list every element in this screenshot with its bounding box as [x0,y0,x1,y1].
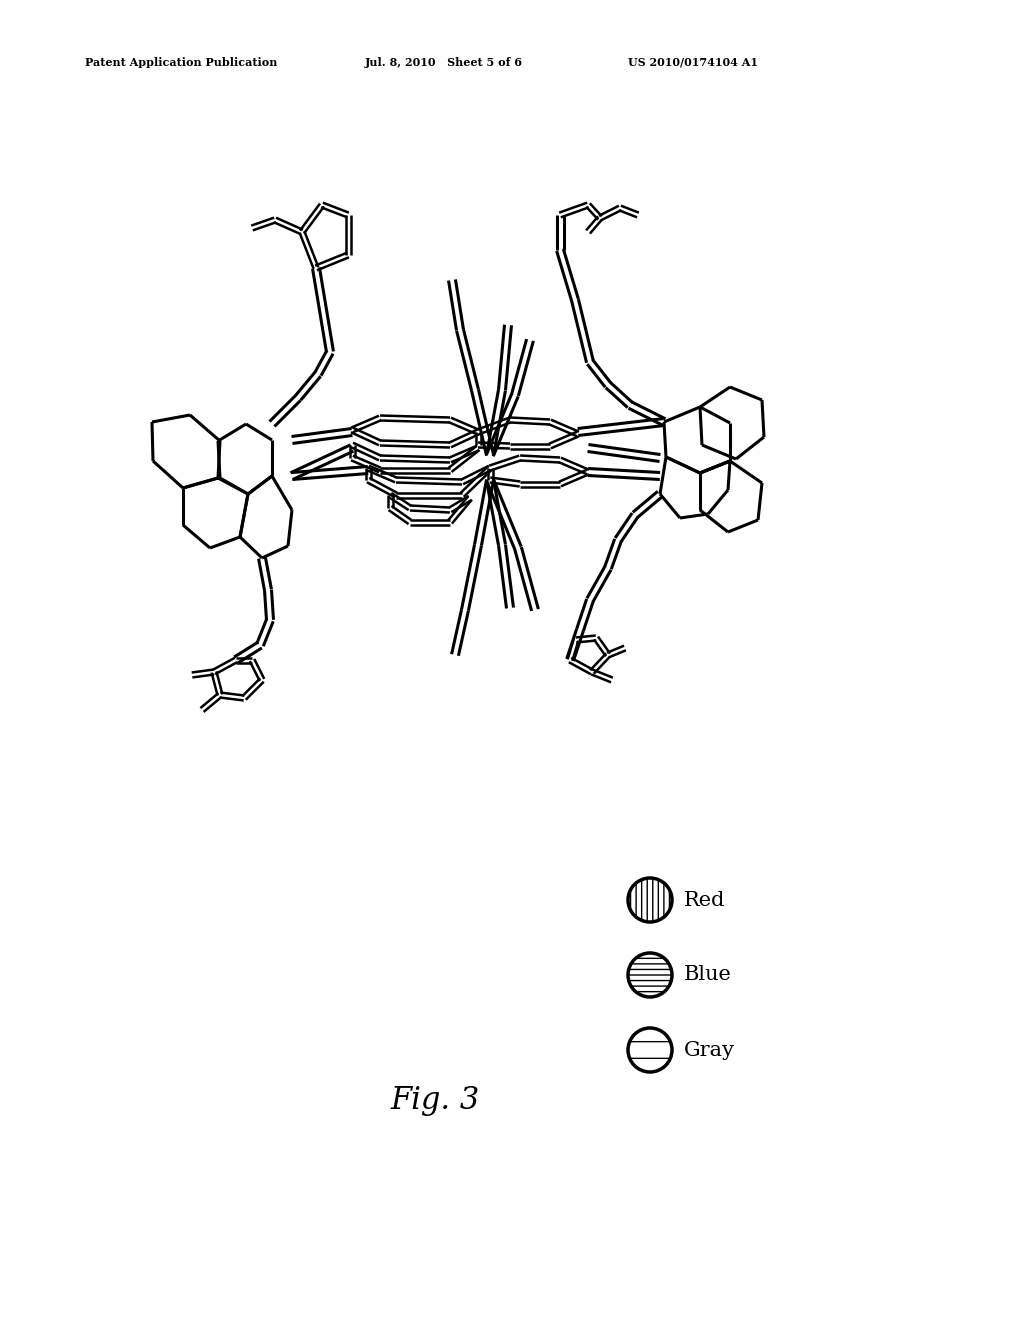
Text: Red: Red [684,891,725,909]
Text: Patent Application Publication: Patent Application Publication [85,57,278,67]
Circle shape [628,1028,672,1072]
Text: Jul. 8, 2010   Sheet 5 of 6: Jul. 8, 2010 Sheet 5 of 6 [365,57,523,67]
Text: Fig. 3: Fig. 3 [390,1085,479,1115]
Text: US 2010/0174104 A1: US 2010/0174104 A1 [628,57,758,67]
Circle shape [628,878,672,921]
Text: Gray: Gray [684,1040,735,1060]
Circle shape [628,953,672,997]
Text: Blue: Blue [684,965,732,985]
